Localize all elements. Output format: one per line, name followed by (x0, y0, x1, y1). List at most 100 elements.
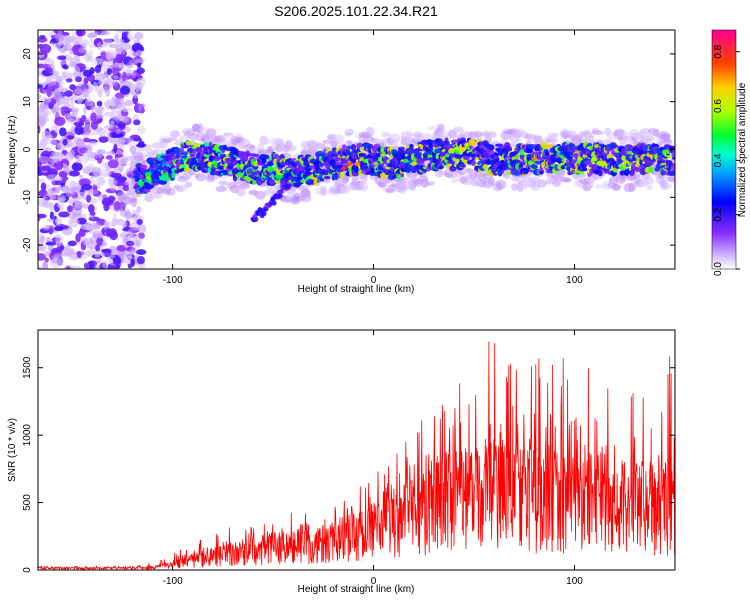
heatmap-cell (419, 161, 425, 165)
heatmap-cell (38, 155, 50, 163)
heatmap-cell (130, 197, 138, 208)
heatmap-x-tick-label: 100 (566, 275, 583, 286)
heatmap-cell (101, 240, 107, 246)
heatmap-cell (126, 240, 135, 247)
heatmap-y-tick-label: 0 (22, 146, 33, 152)
heatmap-cell (409, 143, 414, 149)
heatmap-cell (136, 125, 146, 135)
heatmap-cell (360, 174, 368, 184)
heatmap-cell (78, 96, 85, 102)
heatmap-cell (621, 147, 626, 152)
heatmap-cell (474, 130, 482, 138)
heatmap-cell (300, 194, 312, 203)
heatmap-cell (61, 87, 68, 93)
heatmap-cell (82, 132, 94, 137)
heatmap-cell (49, 201, 55, 212)
heatmap-cell (350, 144, 357, 151)
heatmap-cell (121, 220, 128, 228)
heatmap-y-axis-label: Frequency (Hz) (7, 116, 18, 185)
heatmap-cell (38, 124, 41, 134)
heatmap-cell (42, 198, 51, 209)
heatmap-cell (72, 48, 79, 56)
heatmap-cell (436, 123, 445, 132)
heatmap-cell (45, 134, 54, 140)
heatmap-cell (113, 250, 121, 255)
heatmap-cell (269, 178, 276, 185)
heatmap-cell (223, 132, 235, 137)
heatmap-cell (54, 32, 65, 42)
heatmap-cell (38, 93, 42, 100)
snr-x-axis-label: Height of straight line (km) (298, 584, 415, 595)
heatmap-cell (109, 115, 122, 120)
heatmap-marks (38, 30, 675, 269)
heatmap-cell (42, 196, 48, 201)
heatmap-x-ticks: -100 0 100 (163, 30, 583, 286)
heatmap-cell (117, 48, 127, 55)
heatmap-cell (271, 200, 277, 206)
heatmap-cell (85, 194, 92, 203)
heatmap-cell (137, 224, 147, 234)
heatmap-cell (128, 59, 139, 66)
heatmap-cell (45, 80, 57, 86)
heatmap-cell (109, 245, 116, 252)
heatmap-cell (278, 189, 284, 195)
heatmap-cell (40, 182, 47, 192)
heatmap-cell (557, 169, 566, 178)
heatmap-cell (65, 266, 71, 269)
heatmap-cell (97, 148, 103, 159)
snr-frame (37, 329, 676, 571)
heatmap-cell (69, 61, 77, 68)
heatmap-cell (53, 226, 64, 232)
heatmap-cell (89, 83, 94, 92)
heatmap-cell (529, 176, 540, 184)
heatmap-cell (119, 85, 131, 95)
heatmap-cell (94, 253, 101, 258)
heatmap-cell (123, 126, 131, 133)
heatmap-cell (354, 161, 361, 166)
heatmap-cell (50, 98, 57, 105)
colorbar-gradient (711, 29, 737, 270)
heatmap-cell (55, 112, 60, 118)
heatmap-cell (136, 218, 143, 226)
heatmap-cell (76, 30, 83, 37)
heatmap-cell (646, 184, 653, 190)
snr-y-tick-label: 500 (22, 494, 33, 511)
heatmap-cell (111, 52, 117, 59)
heatmap-cell (73, 65, 81, 75)
heatmap-cell (549, 135, 558, 144)
heatmap-cell (59, 244, 65, 251)
heatmap-cell (95, 73, 107, 78)
heatmap-cell (109, 184, 117, 191)
heatmap-cell (612, 183, 621, 191)
heatmap-cell (132, 174, 141, 179)
heatmap-cell (323, 175, 331, 180)
heatmap-cell (594, 130, 605, 136)
heatmap-cell (286, 144, 297, 152)
colorbar-tick-label: 0.2 (713, 207, 724, 221)
heatmap-cell (562, 177, 572, 183)
heatmap-cell (71, 213, 82, 219)
heatmap-cell (60, 106, 70, 112)
heatmap-cell (39, 165, 52, 172)
heatmap-cell (114, 218, 123, 223)
heatmap-cell (88, 50, 94, 56)
heatmap-cell (443, 141, 450, 146)
heatmap-cell (414, 148, 419, 153)
heatmap-cell (83, 77, 89, 85)
heatmap-cell (463, 159, 468, 165)
heatmap-cell (499, 169, 504, 174)
heatmap-cell (253, 161, 259, 167)
heatmap-cell (72, 203, 83, 209)
heatmap-cell (92, 81, 99, 90)
heatmap-cell (77, 191, 86, 198)
heatmap-cell (61, 184, 71, 193)
heatmap-cell (517, 184, 528, 190)
heatmap-cell (185, 140, 193, 146)
heatmap-cell (119, 208, 125, 218)
heatmap-cell (504, 151, 509, 156)
heatmap-cell (410, 161, 417, 166)
heatmap-cell (112, 212, 118, 219)
heatmap-x-tick-label: -100 (163, 275, 183, 286)
heatmap-cell (46, 174, 59, 182)
heatmap-cell (49, 211, 54, 220)
